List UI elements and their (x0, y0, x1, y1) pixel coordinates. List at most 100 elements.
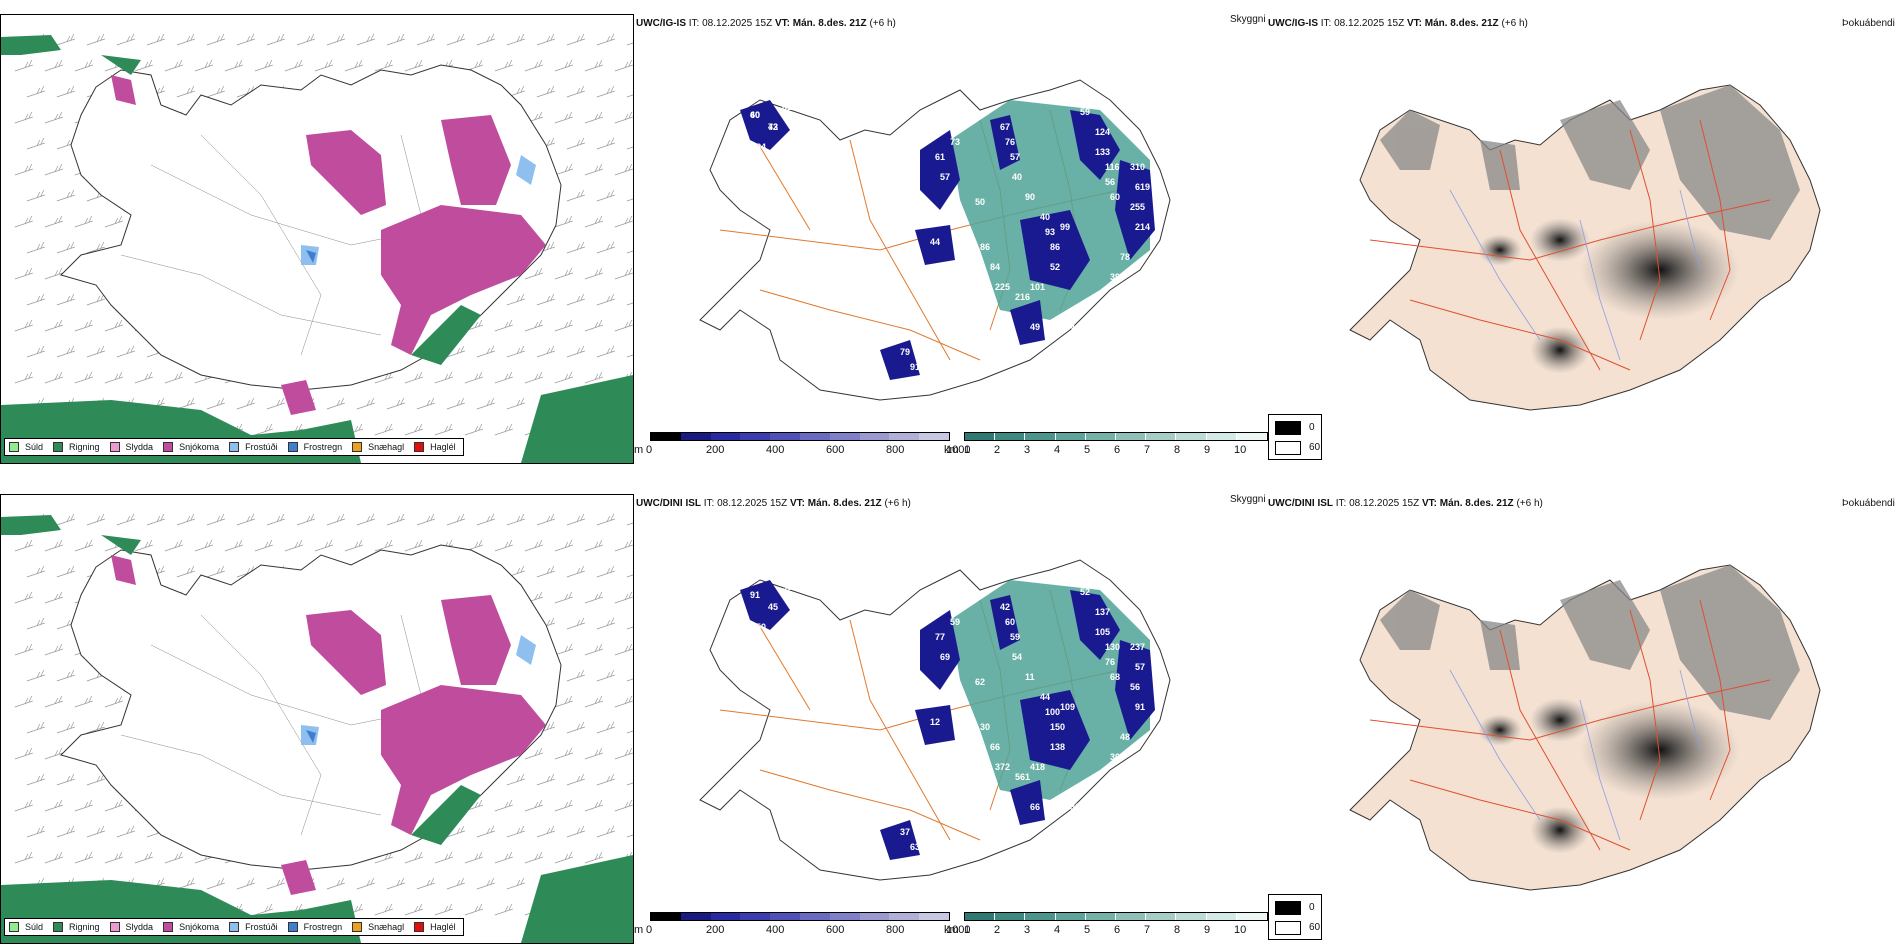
wind-barb-icon (14, 371, 33, 384)
km-tick-label: 2 (994, 924, 1001, 936)
fog-header: UWC/DINI ISL IT: 08.12.2025 15Z VT: Mán.… (1268, 498, 1543, 509)
wind-barb-icon (14, 163, 33, 176)
wind-barb-icon (626, 250, 633, 254)
colorbar-segment (829, 913, 860, 920)
visibility-km-colorbar (964, 432, 1268, 441)
wind-barb-icon (476, 513, 495, 526)
wind-barb-icon (56, 345, 75, 358)
wind-barb-icon (86, 773, 105, 786)
wind-barb-icon (86, 345, 105, 358)
wind-barb-icon (56, 825, 75, 838)
wind-barb-icon (434, 423, 453, 436)
wind-barb-icon (44, 747, 63, 760)
wind-barb-icon (596, 189, 615, 202)
fog-header: UWC/IG-IS IT: 08.12.2025 15Z VT: Mán. 8.… (1268, 18, 1528, 29)
wind-barb-icon (584, 747, 603, 760)
visibility-value-label: 9 (782, 102, 787, 112)
visibility-value-label: 55 (782, 582, 792, 592)
visibility-value-label: 84 (990, 262, 1000, 272)
wind-barb-icon (356, 513, 375, 526)
wind-barb-icon (506, 293, 525, 306)
fog-map-canvas (1349, 84, 1821, 411)
wind-barb-icon (446, 33, 465, 46)
colorbar-segment (1146, 913, 1177, 920)
wind-barb-icon (416, 877, 435, 890)
km-tick-label: 10 (1234, 444, 1247, 456)
legend-item: Rigning (53, 922, 100, 932)
legend-label: Snjókoma (179, 442, 220, 452)
fog-legend: 0 60 (1268, 894, 1322, 940)
wind-barb-icon (584, 539, 603, 552)
wind-barb-icon (596, 345, 615, 358)
legend-item: Rigning (53, 442, 100, 452)
wind-barb-icon (104, 799, 123, 812)
visibility-value-label: 109 (1060, 702, 1075, 712)
precip-map-canvas (1, 33, 633, 463)
legend-item: Frostregn (287, 442, 342, 452)
wind-barb-icon (254, 423, 273, 436)
wind-barb-icon (14, 59, 33, 72)
visibility-value-label: 60 (1110, 192, 1120, 202)
wind-barb-icon (176, 33, 195, 46)
wind-barb-icon (536, 565, 555, 578)
colorbar-segment (859, 433, 890, 440)
wind-barb-icon (446, 877, 465, 890)
visibility-value-label: 42 (1000, 602, 1010, 612)
wind-barb-icon (356, 877, 375, 890)
wind-barb-icon (296, 33, 315, 46)
wind-barb-icon (86, 721, 105, 734)
wind-barb-icon (506, 33, 525, 46)
header-model: UWC/DINI ISL (636, 498, 701, 509)
visibility-value-label: 84 (756, 142, 766, 152)
wind-barb-icon (314, 539, 333, 552)
wind-barb-icon (236, 513, 255, 526)
wind-barb-icon (44, 591, 63, 604)
wind-barb-icon (44, 111, 63, 124)
km-tick-label: 3 (1024, 924, 1031, 936)
wind-barb-icon (434, 903, 453, 916)
visibility-value-label: 44 (930, 237, 940, 247)
m-tick-label: 800 (886, 924, 905, 936)
wind-barb-icon (284, 539, 303, 552)
fog-title: Þokuábendi (1842, 498, 1895, 509)
km-tick-label: 10 (1234, 924, 1247, 936)
wind-barb-icon (584, 215, 603, 228)
header-it-value: 08.12.2025 15Z (1349, 498, 1420, 509)
colorbar-segment (1055, 913, 1086, 920)
wind-barb-icon (296, 513, 315, 526)
visibility-value-label: 50 (756, 622, 766, 632)
wind-barb-icon (134, 371, 153, 384)
visibility-value-label: 40 (1040, 212, 1050, 222)
wind-barb-icon (524, 267, 543, 280)
precip-type-map (0, 494, 634, 944)
visibility-value-label: 100 (1045, 707, 1060, 717)
legend-label: Súld (25, 922, 44, 932)
wind-barb-icon (626, 782, 633, 786)
wind-barb-icon (536, 85, 555, 98)
wind-barb-icon (584, 59, 603, 72)
colorbar-segment (829, 433, 860, 440)
wind-barb-icon (74, 851, 93, 864)
legend-label: Haglél (430, 442, 456, 452)
wind-barb-icon (596, 565, 615, 578)
km-tick-label: 9 (1204, 924, 1211, 936)
wind-barb-icon (566, 513, 585, 526)
wind-barb-icon (566, 669, 585, 682)
wind-barb-icon (446, 825, 465, 838)
visibility-value-label: 44 (1040, 692, 1050, 702)
km-tick-label: 8 (1174, 444, 1181, 456)
header-vt-label: VT: (1421, 498, 1437, 509)
wind-barb-icon (164, 851, 183, 864)
legend-label: Slydda (125, 922, 154, 932)
colorbar-segment (1025, 433, 1056, 440)
wind-barb-icon (404, 903, 423, 916)
colorbar-segment (1236, 433, 1268, 440)
header-vt-label: VT: (1406, 18, 1422, 29)
wind-barb-icon (116, 825, 135, 838)
visibility-value-label: 30 (1110, 752, 1120, 762)
header-vt-label: VT: (789, 498, 805, 509)
visibility-value-label: 57 (1135, 662, 1145, 672)
wind-barb-icon (86, 241, 105, 254)
legend-swatch (163, 922, 174, 932)
wind-barb-icon (14, 215, 33, 228)
